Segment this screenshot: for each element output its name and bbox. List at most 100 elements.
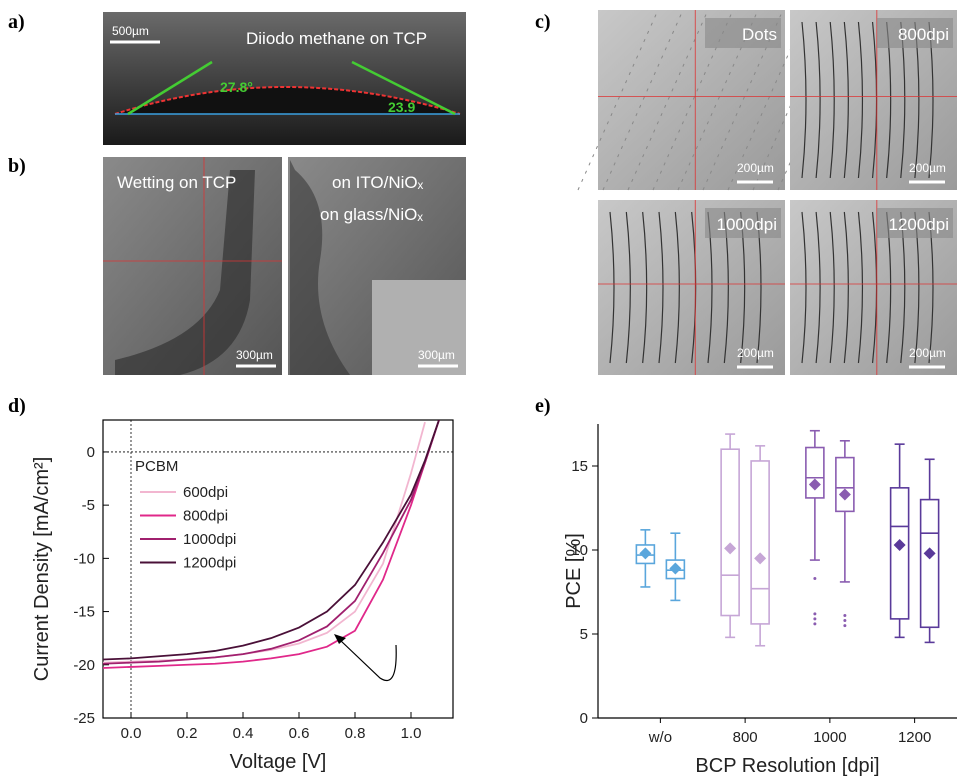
printed-line xyxy=(829,211,835,364)
jv-curve xyxy=(103,420,440,661)
x-tick-label: 1.0 xyxy=(401,725,422,742)
box xyxy=(919,498,940,629)
y-tick-label: -10 xyxy=(73,550,95,567)
chart-d: 0.0 0.2 0.4 0.6 0.8 1.0 0 -5 -10 -15 -20 -25 Voltage… xyxy=(31,419,454,773)
x-tick-label: 0.2 xyxy=(177,725,198,742)
mean xyxy=(669,562,682,575)
printed-line xyxy=(815,211,821,364)
scale-bar-label: 200µm xyxy=(909,161,946,175)
label-bg xyxy=(705,18,781,48)
scale-bar-label: 200µm xyxy=(737,161,774,175)
outlier xyxy=(843,614,847,618)
x-tick-label: w/o xyxy=(648,729,672,746)
angle-label: 27.8° xyxy=(220,79,253,95)
image-label: 1200dpi xyxy=(888,215,949,234)
angle-label: 23.9 xyxy=(388,99,415,115)
printed-line xyxy=(829,21,835,179)
mean xyxy=(639,547,652,560)
printed-line xyxy=(642,211,648,364)
y-tick-label: -15 xyxy=(73,604,95,621)
scale-bar-label: 300µm xyxy=(236,348,273,362)
y-axis-label: Current Density [mA/cm²] xyxy=(31,457,53,681)
label-bg xyxy=(877,18,953,48)
y-axis-label: PCE [%] xyxy=(563,533,585,609)
arrow-head xyxy=(334,634,346,644)
arrow xyxy=(339,639,397,682)
scale-bar-label: 300µm xyxy=(418,348,455,362)
scale-bar-label: 200µm xyxy=(737,346,774,360)
y-tick-label: 15 xyxy=(571,458,588,475)
label-bg xyxy=(877,208,953,238)
image-c: Dots 200µm 800dpi 200µm 1000dpi 200µm 1200dpi 2… xyxy=(577,9,957,375)
mean xyxy=(838,488,851,501)
legend-label: 1200dpi xyxy=(183,555,236,572)
x-tick-label: 0.6 xyxy=(289,725,310,742)
printed-line xyxy=(843,21,849,179)
x-axis-label: Voltage [V] xyxy=(230,751,327,773)
printed-line xyxy=(801,21,807,179)
printed-line xyxy=(801,211,807,364)
panel-label: b) xyxy=(8,155,26,177)
scale-bar-label: 500µm xyxy=(112,24,149,38)
printed-line xyxy=(609,211,615,364)
legend-title: PCBM xyxy=(135,458,178,475)
mean xyxy=(754,552,767,565)
outlier xyxy=(813,617,817,621)
y-tick-label: -25 xyxy=(73,710,95,727)
mean xyxy=(923,547,936,560)
outlier xyxy=(843,619,847,623)
image-label: 1000dpi xyxy=(716,215,777,234)
panel-label: e) xyxy=(535,395,551,417)
scale-bar-label: 200µm xyxy=(909,346,946,360)
jv-curve xyxy=(103,420,440,665)
legend-label: 1000dpi xyxy=(183,531,236,548)
panel-label: a) xyxy=(8,11,25,33)
legend-label: 600dpi xyxy=(183,484,228,501)
image-title: Wetting on TCP xyxy=(117,173,236,192)
label-bg xyxy=(705,208,781,238)
plot-frame xyxy=(102,419,454,719)
x-tick-label: 800 xyxy=(733,729,758,746)
image-title: on ITO/NiOₓ xyxy=(332,173,424,192)
curves xyxy=(103,420,440,669)
jv-curve xyxy=(103,420,440,669)
y-tick-label: 0 xyxy=(87,444,95,461)
y-tick-label: 0 xyxy=(580,710,588,727)
panel-label: d) xyxy=(8,395,26,417)
image-label: Dots xyxy=(742,25,777,44)
panel-label: c) xyxy=(535,11,551,33)
dot-row xyxy=(577,9,659,191)
image-a: 500µm Diiodo methane on TCP 27.8° 23.9 xyxy=(103,12,466,145)
x-axis-label: BCP Resolution [dpi] xyxy=(695,755,879,777)
mean xyxy=(893,538,906,551)
mean xyxy=(808,478,821,491)
outlier xyxy=(813,612,817,616)
outlier xyxy=(813,622,817,626)
y-tick-label: -20 xyxy=(73,657,95,674)
legend-label: 800dpi xyxy=(183,508,228,525)
dot-row xyxy=(627,9,709,191)
x-tick-label: 1000 xyxy=(813,729,846,746)
box xyxy=(720,448,740,617)
image-title: on glass/NiOₓ xyxy=(320,205,423,224)
printed-line xyxy=(843,211,849,364)
y-tick-label: -5 xyxy=(82,497,95,514)
image-title: Diiodo methane on TCP xyxy=(246,29,427,48)
x-tick-label: 0.0 xyxy=(121,725,142,742)
chart-e: 0 5 10 15 BCP Resolution [dpi] PCE [%] w/o 800 1… xyxy=(563,424,957,777)
printed-line xyxy=(625,211,631,364)
image-b: Wetting on TCP 300µm on ITO/NiOₓ on glas… xyxy=(103,157,466,375)
box xyxy=(889,487,910,620)
y-tick-label: 5 xyxy=(580,626,588,643)
printed-line xyxy=(857,211,864,364)
printed-line xyxy=(857,21,864,179)
printed-line xyxy=(674,211,680,364)
image-label: 800dpi xyxy=(898,25,949,44)
printed-line xyxy=(658,211,664,364)
x-tick-label: 0.8 xyxy=(345,725,366,742)
printed-line xyxy=(691,211,697,364)
box xyxy=(835,456,855,513)
jv-curve xyxy=(103,421,426,664)
outlier xyxy=(813,577,817,581)
